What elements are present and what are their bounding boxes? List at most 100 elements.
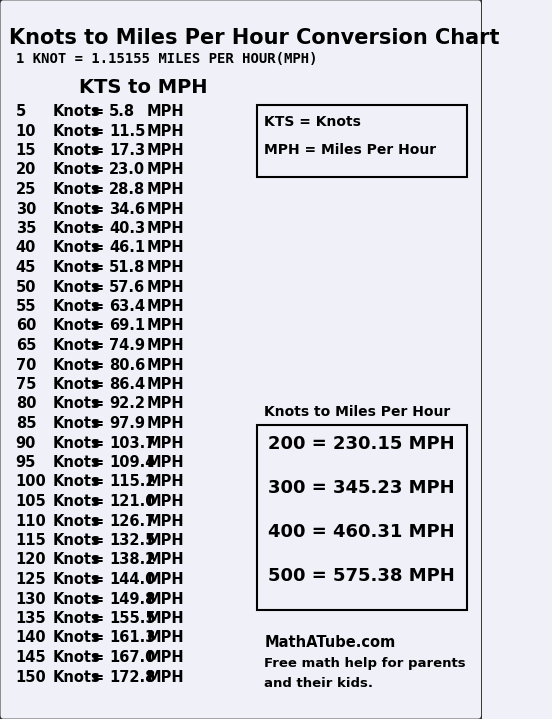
Text: 45: 45 <box>15 260 36 275</box>
Text: Knots: Knots <box>52 494 100 509</box>
Text: Knots: Knots <box>52 533 100 548</box>
Text: 144.0: 144.0 <box>109 572 156 587</box>
Text: 85: 85 <box>15 416 36 431</box>
Text: MPH: MPH <box>147 631 184 646</box>
Text: =: = <box>92 552 104 567</box>
Text: Knots: Knots <box>52 319 100 334</box>
Text: 51.8: 51.8 <box>109 260 145 275</box>
Text: Knots: Knots <box>52 299 100 314</box>
Text: =: = <box>92 357 104 372</box>
Text: Knots: Knots <box>52 611 100 626</box>
Text: MPH: MPH <box>147 669 184 684</box>
Text: MPH: MPH <box>147 182 184 197</box>
Text: MPH: MPH <box>147 201 184 216</box>
Text: Knots: Knots <box>52 240 100 255</box>
Text: =: = <box>92 513 104 528</box>
Text: MPH: MPH <box>147 455 184 470</box>
FancyBboxPatch shape <box>0 0 482 719</box>
Text: 100: 100 <box>15 475 46 490</box>
Text: 149.8: 149.8 <box>109 592 156 607</box>
Text: and their kids.: and their kids. <box>264 677 373 690</box>
Text: Knots: Knots <box>52 162 100 178</box>
Text: =: = <box>92 280 104 295</box>
Text: 103.7: 103.7 <box>109 436 156 451</box>
Text: =: = <box>92 260 104 275</box>
Text: 5: 5 <box>15 104 26 119</box>
Text: MPH: MPH <box>147 533 184 548</box>
Text: MPH: MPH <box>147 396 184 411</box>
Text: 5.8: 5.8 <box>109 104 135 119</box>
Text: 200 = 230.15 MPH: 200 = 230.15 MPH <box>268 435 454 453</box>
Text: Knots: Knots <box>52 104 100 119</box>
Text: MPH: MPH <box>147 552 184 567</box>
Text: 161.3: 161.3 <box>109 631 156 646</box>
Text: MPH: MPH <box>147 416 184 431</box>
Text: Knots: Knots <box>52 552 100 567</box>
Text: 69.1: 69.1 <box>109 319 145 334</box>
Text: MPH: MPH <box>147 162 184 178</box>
Text: Knots: Knots <box>52 338 100 353</box>
Text: 35: 35 <box>15 221 36 236</box>
Text: Knots to Miles Per Hour Conversion Chart: Knots to Miles Per Hour Conversion Chart <box>9 28 499 48</box>
Text: 145: 145 <box>15 650 46 665</box>
Text: 50: 50 <box>15 280 36 295</box>
Text: Free math help for parents: Free math help for parents <box>264 657 466 670</box>
Text: =: = <box>92 201 104 216</box>
Text: 110: 110 <box>15 513 46 528</box>
Text: MathATube.com: MathATube.com <box>264 635 396 650</box>
Text: 95: 95 <box>15 455 36 470</box>
Text: =: = <box>92 162 104 178</box>
Text: MPH: MPH <box>147 299 184 314</box>
Text: 80.6: 80.6 <box>109 357 145 372</box>
Text: =: = <box>92 533 104 548</box>
Text: 90: 90 <box>15 436 36 451</box>
Text: Knots: Knots <box>52 143 100 158</box>
Text: =: = <box>92 319 104 334</box>
Text: 23.0: 23.0 <box>109 162 145 178</box>
Text: MPH: MPH <box>147 475 184 490</box>
Text: Knots: Knots <box>52 436 100 451</box>
Text: Knots to Miles Per Hour: Knots to Miles Per Hour <box>264 405 450 419</box>
Text: 300 = 345.23 MPH: 300 = 345.23 MPH <box>268 479 454 497</box>
Text: Knots: Knots <box>52 280 100 295</box>
Text: 86.4: 86.4 <box>109 377 145 392</box>
Text: 10: 10 <box>15 124 36 139</box>
Text: =: = <box>92 240 104 255</box>
Text: 105: 105 <box>15 494 46 509</box>
Text: 63.4: 63.4 <box>109 299 145 314</box>
Text: MPH: MPH <box>147 338 184 353</box>
Text: 65: 65 <box>15 338 36 353</box>
Text: MPH: MPH <box>147 319 184 334</box>
Text: 80: 80 <box>15 396 36 411</box>
Text: Knots: Knots <box>52 592 100 607</box>
Text: 172.8: 172.8 <box>109 669 156 684</box>
Text: Knots: Knots <box>52 513 100 528</box>
Text: =: = <box>92 475 104 490</box>
Text: 500 = 575.38 MPH: 500 = 575.38 MPH <box>268 567 454 585</box>
Text: 70: 70 <box>15 357 36 372</box>
Text: MPH: MPH <box>147 357 184 372</box>
Text: 17.3: 17.3 <box>109 143 145 158</box>
Text: =: = <box>92 338 104 353</box>
Text: 140: 140 <box>15 631 46 646</box>
Text: 60: 60 <box>15 319 36 334</box>
Text: Knots: Knots <box>52 455 100 470</box>
Text: =: = <box>92 143 104 158</box>
Text: 167.0: 167.0 <box>109 650 156 665</box>
Text: MPH: MPH <box>147 513 184 528</box>
Text: =: = <box>92 416 104 431</box>
Text: Knots: Knots <box>52 669 100 684</box>
Text: 138.2: 138.2 <box>109 552 156 567</box>
Text: MPH: MPH <box>147 572 184 587</box>
Text: MPH: MPH <box>147 124 184 139</box>
Text: 30: 30 <box>15 201 36 216</box>
FancyBboxPatch shape <box>257 105 467 177</box>
Text: 74.9: 74.9 <box>109 338 145 353</box>
Text: 155.5: 155.5 <box>109 611 156 626</box>
Text: 97.9: 97.9 <box>109 416 145 431</box>
Text: MPH: MPH <box>147 650 184 665</box>
Text: 121.0: 121.0 <box>109 494 156 509</box>
Text: Knots: Knots <box>52 260 100 275</box>
Text: 115: 115 <box>15 533 46 548</box>
Text: MPH: MPH <box>147 611 184 626</box>
